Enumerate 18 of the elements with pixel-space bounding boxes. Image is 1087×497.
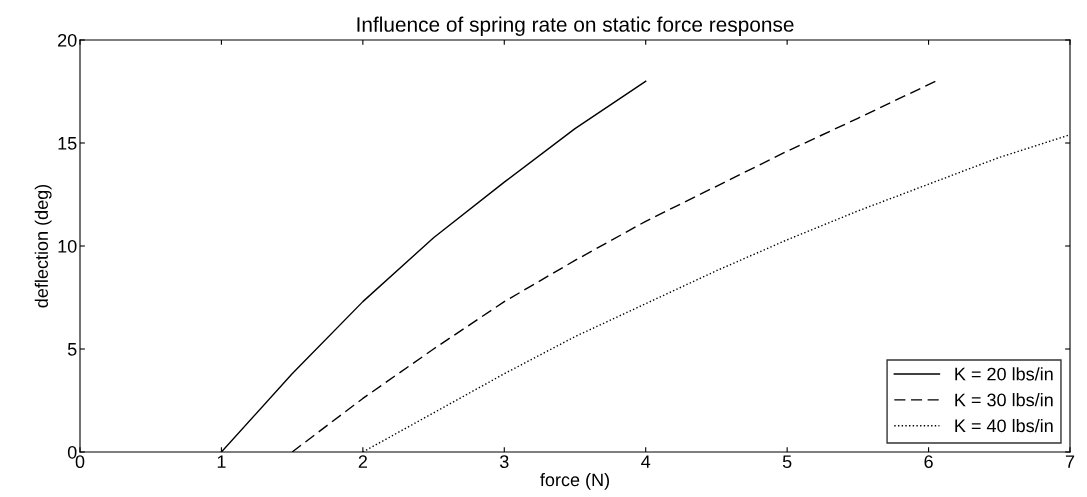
y-axis-title: deflection (deg) — [34, 184, 52, 308]
x-tick-label: 6 — [924, 455, 933, 469]
y-tick-label: 15 — [58, 137, 77, 150]
y-tick-label: 5 — [67, 343, 77, 356]
x-tick-label: 3 — [499, 455, 509, 469]
legend-label: K = 40 lbs/in — [955, 418, 1053, 433]
y-tick-label: 10 — [58, 239, 77, 253]
x-axis-title: force (N) — [540, 473, 609, 490]
y-tick-label: 20 — [58, 33, 77, 47]
legend-label: K = 30 lbs/in — [955, 393, 1053, 407]
y-tick-label: 0 — [67, 445, 77, 459]
x-tick-label: 5 — [782, 455, 792, 469]
x-tick-label: 4 — [641, 455, 651, 468]
x-tick-label: 1 — [217, 455, 226, 468]
chart-title: Influence of spring rate on static force response — [357, 16, 794, 36]
legend-label: K = 20 lbs/in — [955, 367, 1053, 381]
x-tick-label: 2 — [358, 455, 367, 468]
x-tick-label: 7 — [1065, 455, 1075, 468]
